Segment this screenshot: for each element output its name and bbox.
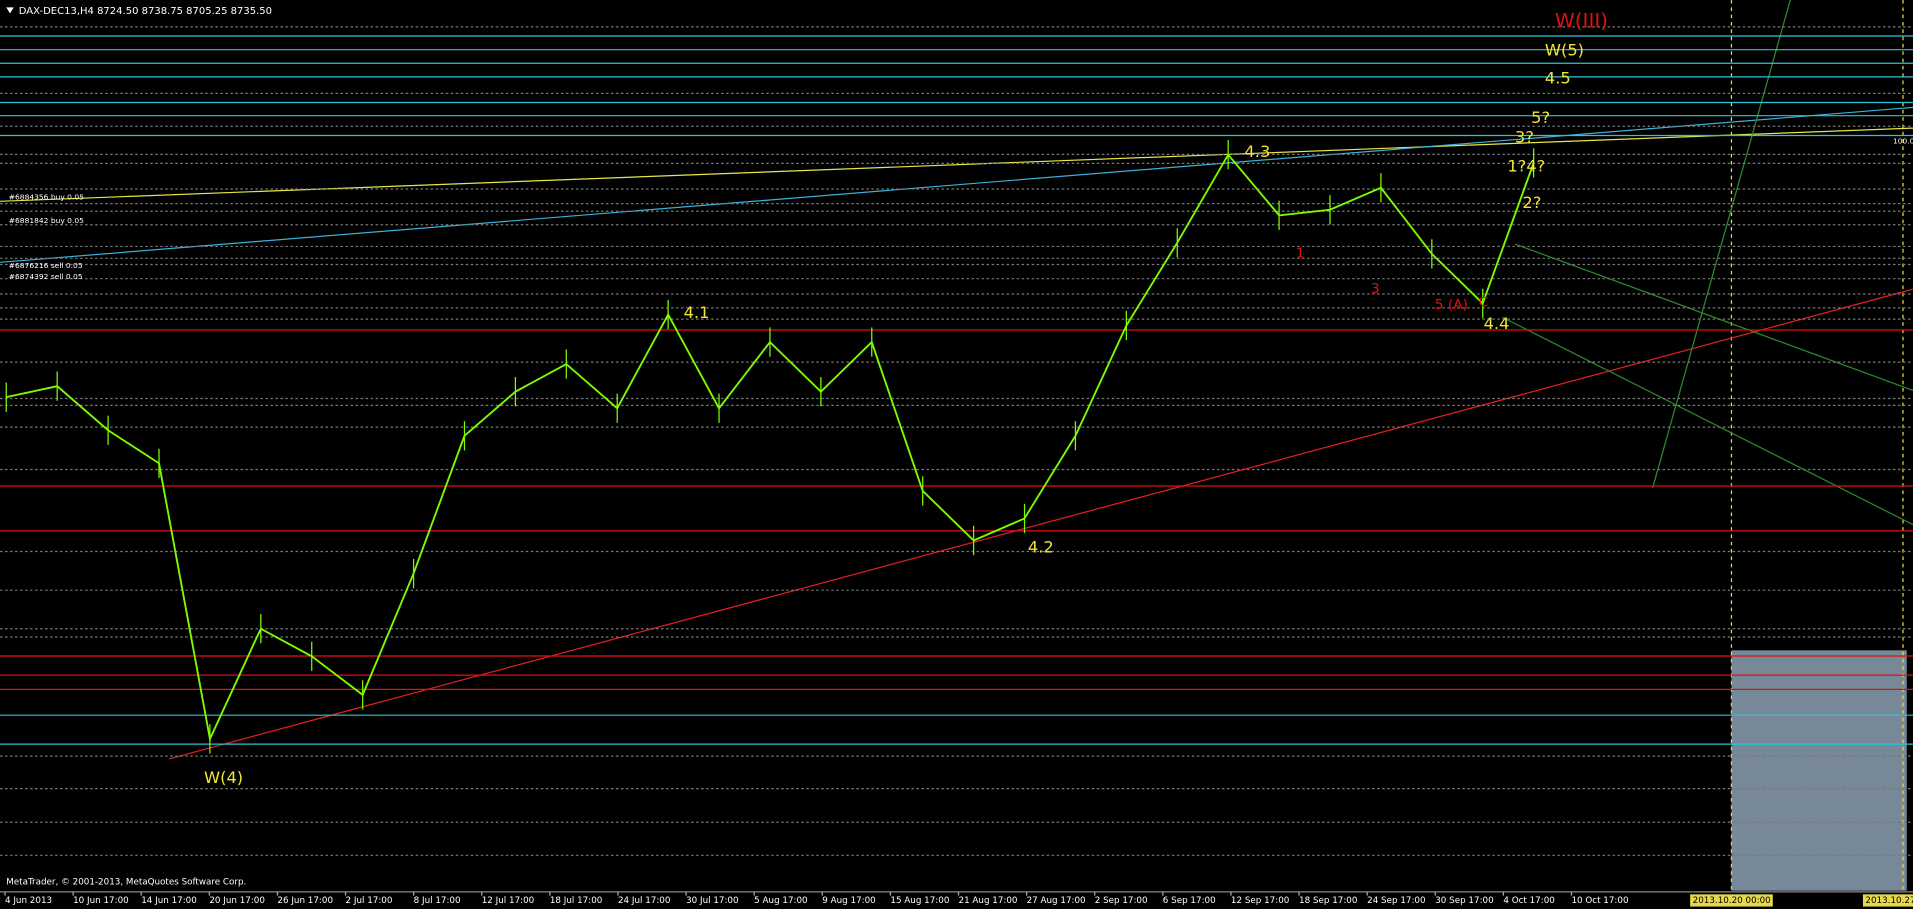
order-label: #6884356 buy 0.05: [9, 193, 84, 202]
channel-line: [1502, 316, 1913, 526]
wave-label: 4.4: [1484, 314, 1510, 333]
time-label: 4 Jun 2013: [5, 896, 52, 906]
channel-line: [1514, 243, 1913, 392]
time-label: 10 Oct 17:00: [1571, 896, 1628, 906]
time-label: 2 Sep 17:00: [1095, 896, 1148, 906]
wave-label: 3?: [1515, 128, 1534, 147]
wave-label: 4.1: [684, 303, 710, 322]
time-label: 2 Jul 17:00: [346, 896, 393, 906]
time-label: 4 Oct 17:00: [1503, 896, 1554, 906]
wave-label: 1?4?: [1507, 157, 1545, 176]
time-label: 30 Sep 17:00: [1435, 896, 1493, 906]
trend-line: [168, 288, 1913, 760]
wave-label: W(5): [1545, 41, 1584, 60]
time-label: 12 Sep 17:00: [1231, 896, 1289, 906]
order-label: #6881842 buy 0.05: [9, 216, 84, 225]
time-label: 24 Jul 17:00: [618, 896, 670, 906]
wave-label: 1: [1296, 246, 1305, 262]
future-shade: [1731, 650, 1907, 891]
time-label: 12 Jul 17:00: [482, 896, 534, 906]
wave-label: W(4): [204, 768, 243, 787]
wave-label: C: [1479, 295, 1489, 311]
wave-label: 3: [1371, 281, 1380, 297]
wave-label: 2?: [1522, 193, 1541, 212]
copyright: MetaTrader, © 2001-2013, MetaQuotes Soft…: [6, 878, 246, 888]
future-time-box: [1690, 894, 1773, 907]
order-label: #6876216 sell 0.05: [9, 261, 83, 270]
time-label: 26 Jun 17:00: [277, 896, 333, 906]
channel-line: [1651, 0, 1791, 489]
time-label: 30 Jul 17:00: [686, 896, 738, 906]
time-label: 15 Aug 17:00: [890, 896, 949, 906]
time-label: 18 Sep 17:00: [1299, 896, 1357, 906]
trend-line: [0, 106, 1913, 263]
fib-label: 100.0: [1893, 137, 1913, 146]
time-label: 18 Jul 17:00: [550, 896, 602, 906]
time-label: 9 Aug 17:00: [822, 896, 875, 906]
time-label: 10 Jun 17:00: [73, 896, 129, 906]
future-time-label: 2013.10.20 00:00: [1693, 896, 1771, 906]
time-label: 8 Jul 17:00: [414, 896, 461, 906]
time-label: 27 Aug 17:00: [1027, 896, 1086, 906]
wave-label: 5 (A): [1435, 297, 1468, 313]
wave-label: 4.3: [1244, 142, 1270, 161]
time-label: 6 Sep 17:00: [1163, 896, 1216, 906]
time-label: 5 Aug 17:00: [754, 896, 807, 906]
time-label: 21 Aug 17:00: [959, 896, 1018, 906]
wave-label: 4.2: [1028, 537, 1054, 556]
symbol-header: DAX-DEC13,H4 8724.50 8738.75 8705.25 873…: [19, 6, 272, 17]
time-label: 14 Jun 17:00: [141, 896, 197, 906]
future-time-box: [1862, 894, 1913, 907]
order-label: #6874392 sell 0.05: [9, 272, 83, 281]
future-time-label: 2013.10.27 00:00: [1865, 896, 1913, 906]
wave-label: 5?: [1531, 108, 1550, 127]
time-label: 20 Jun 17:00: [209, 896, 265, 906]
wave-label: 4.5: [1545, 69, 1571, 88]
time-label: 24 Sep 17:00: [1367, 896, 1425, 906]
wave-label: W(III): [1555, 10, 1608, 33]
trend-line: [0, 127, 1913, 202]
menu-arrow[interactable]: [6, 7, 14, 14]
